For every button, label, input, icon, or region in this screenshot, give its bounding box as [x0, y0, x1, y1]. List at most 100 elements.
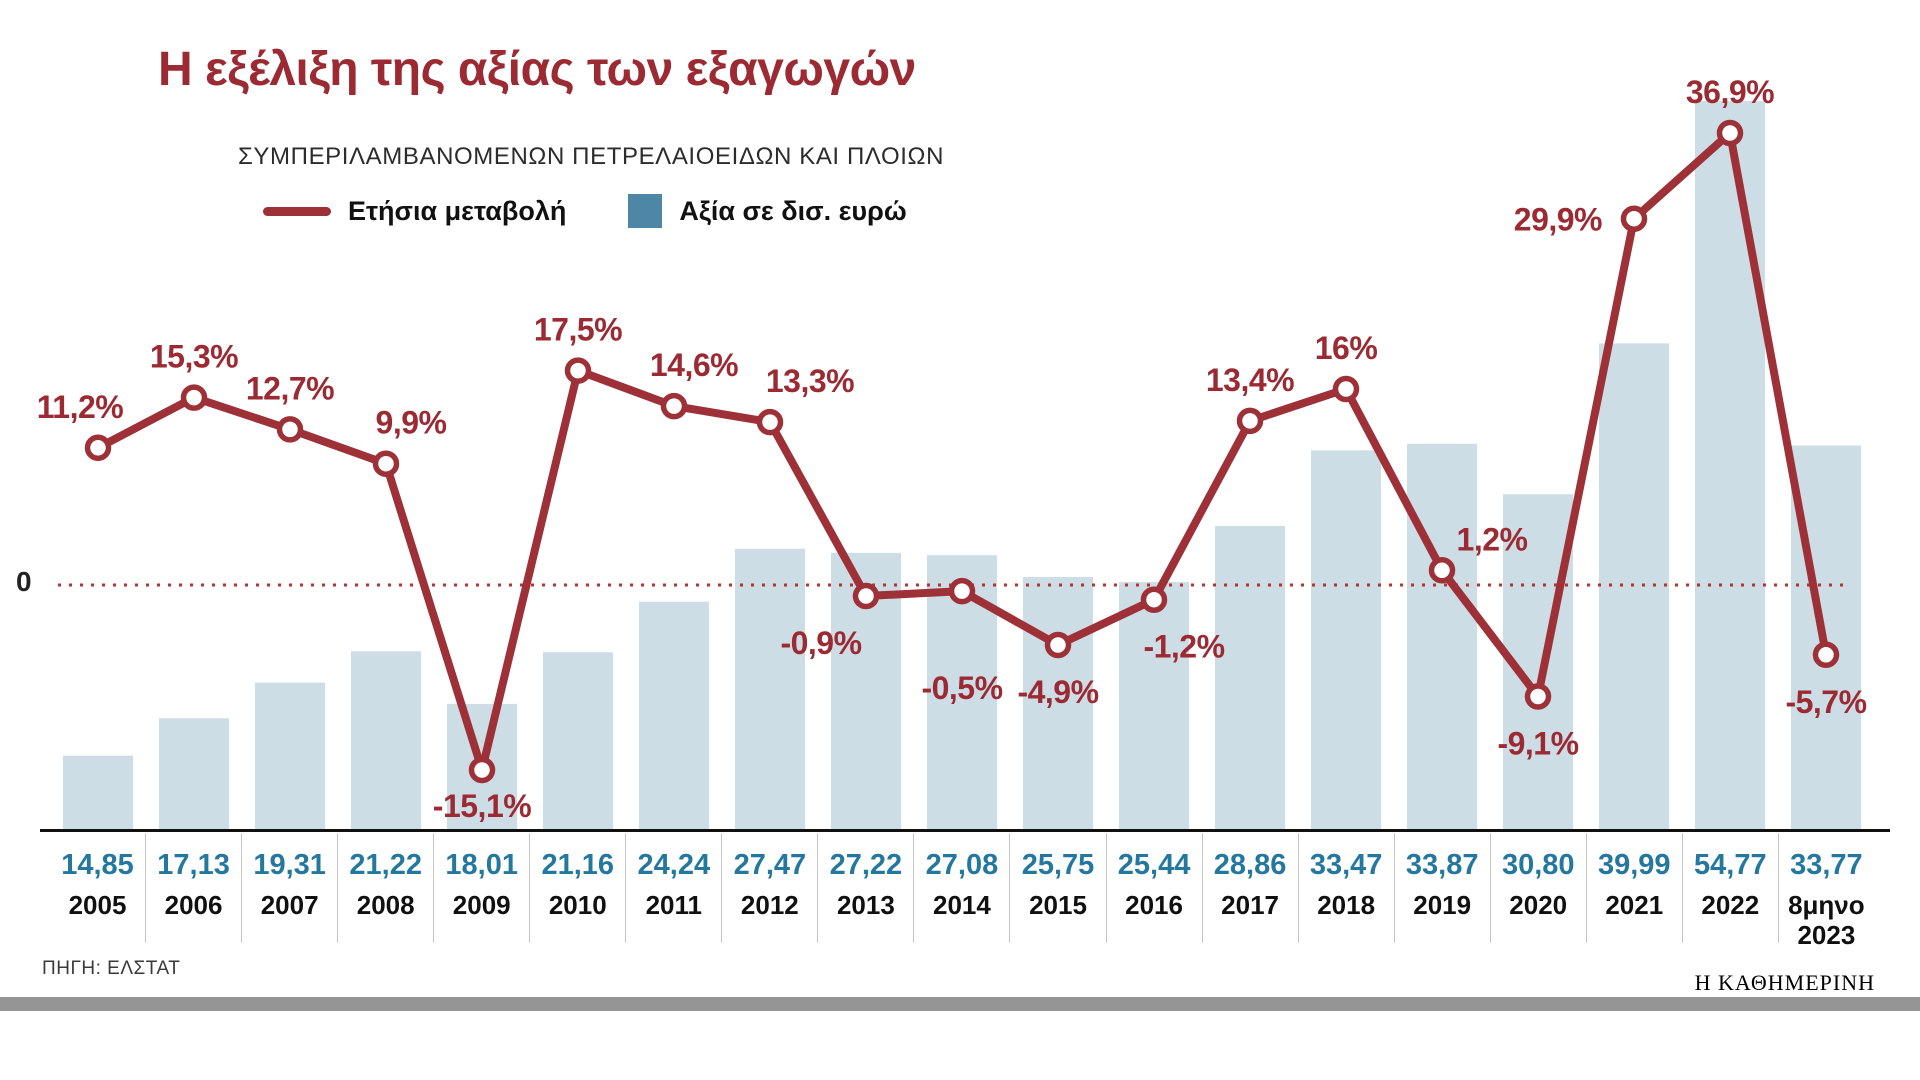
pct-label: 16%	[1315, 330, 1378, 366]
year-cell: 2014	[933, 890, 991, 920]
value-cell: 14,85	[61, 849, 134, 881]
footer-rule	[0, 997, 1920, 1011]
year-cell: 2018	[1317, 890, 1376, 920]
pct-label: -5,7%	[1785, 684, 1866, 720]
brand-logo: Η ΚΑΘΗΜΕΡΙΝΗ	[1694, 970, 1875, 995]
value-cell: 19,31	[253, 849, 326, 881]
table-column: 27,47 2012	[721, 833, 817, 943]
line-point-marker	[660, 392, 688, 420]
value-cell: 27,08	[925, 849, 999, 881]
table-column: 33,47 2018	[1297, 833, 1394, 943]
pct-label: 15,3%	[150, 339, 238, 375]
pct-label: 13,3%	[766, 363, 854, 399]
line-point-marker	[1140, 586, 1168, 613]
chart-title: Η εξέλιξη της αξίας των εξαγωγών	[158, 43, 916, 96]
line-point-marker	[1236, 407, 1264, 435]
data-table: 14,85 2005 17,13 2006 19,31 2007 21,22 2008 18,0…	[50, 833, 1874, 950]
line-point-marker	[1044, 631, 1072, 659]
bar-series-label: Αξία σε δισ. ευρώ	[679, 195, 907, 226]
pct-label: 14,6%	[650, 347, 738, 383]
year-cell: 2022	[1701, 890, 1760, 920]
table-column: 25,44 2016	[1105, 833, 1202, 943]
table-column: 24,24 2011	[625, 833, 721, 943]
line-point-marker	[84, 434, 112, 462]
bar-series-swatch-icon	[628, 194, 663, 228]
value-cell: 24,24	[637, 849, 711, 881]
table-column: 54,77 2022	[1681, 833, 1778, 943]
table-column: 19,31 2007	[241, 833, 337, 943]
value-bar	[1311, 450, 1381, 832]
value-cell: 33,47	[1309, 849, 1383, 881]
line-point-marker	[756, 408, 784, 436]
line-point-marker	[276, 416, 304, 443]
value-cell: 30,80	[1501, 849, 1575, 881]
value-bar	[1407, 443, 1477, 832]
line-point-marker	[1620, 205, 1648, 232]
pct-label: 1,2%	[1457, 521, 1528, 557]
line-point-marker	[1332, 375, 1360, 403]
table-column: 18,01 2009	[433, 833, 529, 943]
year-cell: 2008	[356, 890, 415, 920]
pct-label: 36,9%	[1686, 74, 1774, 110]
year-cell: 8μηνο 2023	[1788, 890, 1865, 950]
table-column: 21,22 2008	[337, 833, 433, 943]
pct-label: 11,2%	[37, 389, 124, 425]
line-point-marker	[852, 582, 880, 610]
year-cell: 2019	[1413, 890, 1472, 920]
value-bar	[1119, 582, 1189, 832]
value-cell: 33,77	[1790, 849, 1863, 881]
table-column: 25,75 2015	[1009, 833, 1105, 943]
value-cell: 18,01	[445, 849, 518, 881]
value-cell: 27,22	[829, 849, 903, 881]
line-point-marker	[1524, 683, 1552, 710]
line-point-marker	[1812, 641, 1840, 669]
table-column: 39,99 2021	[1585, 833, 1682, 943]
table-top-rule	[40, 829, 1890, 832]
value-bar	[1599, 343, 1669, 832]
line-point-marker	[948, 577, 976, 605]
line-series-swatch-icon	[263, 206, 331, 216]
pct-label: -15,1%	[433, 788, 531, 824]
line-series-label: Ετήσια μεταβολή	[348, 195, 567, 226]
year-cell: 2021	[1605, 890, 1664, 920]
table-column: 17,13 2006	[145, 833, 241, 943]
value-bar	[543, 652, 613, 832]
source-note: ΠΗΓΗ: ΕΛΣΤΑΤ	[42, 958, 181, 979]
table-column: 14,85 2005	[50, 833, 145, 943]
pct-label: -0,9%	[780, 625, 861, 661]
line-point-marker	[1716, 119, 1744, 147]
table-column: 30,80 2020	[1489, 833, 1586, 943]
year-cell: 2006	[164, 890, 223, 920]
year-cell: 2012	[740, 890, 799, 920]
table-column: 33,87 2019	[1393, 833, 1490, 943]
year-cell: 2020	[1509, 890, 1568, 920]
table-column: 33,77 8μηνο 2023	[1777, 833, 1874, 950]
year-cell: 2009	[452, 890, 511, 920]
value-bar	[1215, 526, 1285, 832]
pct-label: 12,7%	[246, 370, 334, 406]
value-cell: 25,75	[1021, 849, 1095, 881]
chart-subtitle: ΣΥΜΠΕΡΙΛΑΜΒΑΝΟΜΕΝΩΝ ΠΕΤΡΕΛΑΙΟΕΙΔΩΝ ΚΑΙ Π…	[238, 143, 945, 170]
year-cell: 2005	[68, 890, 127, 920]
value-cell: 21,22	[349, 849, 422, 881]
pct-label: -1,2%	[1143, 629, 1224, 665]
line-point-marker	[180, 384, 208, 411]
table-column: 28,86 2017	[1201, 833, 1298, 943]
value-cell: 25,44	[1117, 849, 1191, 881]
line-point-marker	[1428, 557, 1456, 584]
pct-label: 29,9%	[1514, 202, 1602, 238]
zero-axis-label: 0	[16, 566, 32, 597]
value-cell: 17,13	[157, 849, 230, 881]
line-point-marker	[372, 450, 400, 477]
value-cell: 33,87	[1405, 849, 1479, 881]
value-bar	[255, 682, 325, 832]
table-column: 21,16 2010	[529, 833, 625, 943]
pct-label: 17,5%	[534, 312, 622, 348]
value-cell: 54,77	[1694, 849, 1767, 881]
pct-label: -9,1%	[1497, 726, 1578, 762]
value-cell: 39,99	[1597, 849, 1671, 881]
year-cell: 2017	[1221, 890, 1279, 920]
value-cell: 28,86	[1213, 849, 1287, 881]
year-cell: 2011	[645, 890, 702, 920]
